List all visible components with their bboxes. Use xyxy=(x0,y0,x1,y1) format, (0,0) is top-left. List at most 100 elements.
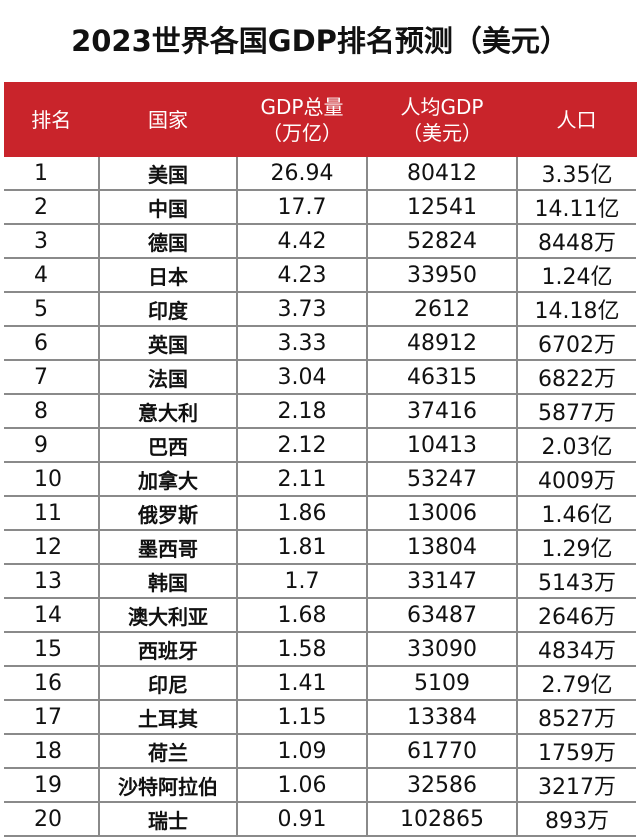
country-cell: 沙特阿拉伯 xyxy=(99,768,238,803)
gdp-cell: 1.58 xyxy=(237,632,368,667)
population-cell: 1759万 xyxy=(517,734,636,769)
population-cell: 1.29亿 xyxy=(517,530,636,565)
country-cell: 德国 xyxy=(99,224,238,259)
population-cell: 14.18亿 xyxy=(517,292,636,327)
table-row: 7 法国 3.04 46315 6822万 xyxy=(4,360,636,395)
country-cell: 印度 xyxy=(99,292,238,327)
gdp-cell: 1.41 xyxy=(237,666,368,701)
country-cell: 土耳其 xyxy=(99,700,238,735)
per-capita-cell: 52824 xyxy=(367,224,518,259)
per-capita-header-line1: 人均GDP xyxy=(400,94,484,119)
per-capita-cell: 33090 xyxy=(367,632,518,667)
per-capita-cell: 13384 xyxy=(367,700,518,735)
per-capita-cell: 46315 xyxy=(367,360,518,395)
rank-cell: 10 xyxy=(4,462,100,497)
rank-cell: 7 xyxy=(4,360,100,395)
country-cell: 俄罗斯 xyxy=(99,496,238,531)
rank-cell: 3 xyxy=(4,224,100,259)
rank-cell: 5 xyxy=(4,292,100,327)
population-cell: 5143万 xyxy=(517,564,636,599)
country-cell: 澳大利亚 xyxy=(99,598,238,633)
page-title: 2023世界各国GDP排名预测（美元） xyxy=(71,24,569,58)
table-row: 6 英国 3.33 48912 6702万 xyxy=(4,326,636,361)
column-header-per-capita: 人均GDP （美元） xyxy=(367,82,518,157)
per-capita-cell: 61770 xyxy=(367,734,518,769)
gdp-cell: 17.7 xyxy=(237,190,368,225)
rank-cell: 12 xyxy=(4,530,100,565)
population-cell: 3.35亿 xyxy=(517,157,636,191)
table-row: 15 西班牙 1.58 33090 4834万 xyxy=(4,632,636,667)
population-cell: 2646万 xyxy=(517,598,636,633)
per-capita-cell: 32586 xyxy=(367,768,518,803)
rank-cell: 9 xyxy=(4,428,100,463)
table-row: 4 日本 4.23 33950 1.24亿 xyxy=(4,258,636,293)
population-cell: 5877万 xyxy=(517,394,636,429)
column-header-country: 国家 xyxy=(99,82,238,157)
gdp-cell: 0.91 xyxy=(237,802,368,837)
gdp-cell: 1.68 xyxy=(237,598,368,633)
table-row: 20 瑞士 0.91 102865 893万 xyxy=(4,802,636,837)
population-cell: 6822万 xyxy=(517,360,636,395)
population-cell: 4834万 xyxy=(517,632,636,667)
rank-cell: 15 xyxy=(4,632,100,667)
per-capita-cell: 12541 xyxy=(367,190,518,225)
table-row: 10 加拿大 2.11 53247 4009万 xyxy=(4,462,636,497)
population-cell: 893万 xyxy=(517,802,636,837)
gdp-header-line2: （万亿） xyxy=(262,120,342,145)
gdp-cell: 1.06 xyxy=(237,768,368,803)
country-cell: 日本 xyxy=(99,258,238,293)
rank-cell: 18 xyxy=(4,734,100,769)
gdp-cell: 1.15 xyxy=(237,700,368,735)
table-row: 17 土耳其 1.15 13384 8527万 xyxy=(4,700,636,735)
gdp-cell: 3.04 xyxy=(237,360,368,395)
population-cell: 1.24亿 xyxy=(517,258,636,293)
gdp-cell: 26.94 xyxy=(237,157,368,191)
per-capita-cell: 53247 xyxy=(367,462,518,497)
gdp-cell: 2.18 xyxy=(237,394,368,429)
per-capita-cell: 80412 xyxy=(367,157,518,191)
country-cell: 印尼 xyxy=(99,666,238,701)
rank-cell: 20 xyxy=(4,802,100,837)
per-capita-cell: 102865 xyxy=(367,802,518,837)
country-cell: 加拿大 xyxy=(99,462,238,497)
column-header-gdp: GDP总量 （万亿） xyxy=(237,82,368,157)
rank-cell: 2 xyxy=(4,190,100,225)
gdp-ranking-table: 排名 国家 GDP总量 （万亿） 人均GDP （美元） 人口 1 美国 26.94 8… xyxy=(4,82,637,837)
table-row: 19 沙特阿拉伯 1.06 32586 3217万 xyxy=(4,768,636,803)
per-capita-cell: 63487 xyxy=(367,598,518,633)
column-header-rank: 排名 xyxy=(4,82,100,157)
country-cell: 美国 xyxy=(99,157,238,191)
per-capita-cell: 13006 xyxy=(367,496,518,531)
country-cell: 法国 xyxy=(99,360,238,395)
table-row: 11 俄罗斯 1.86 13006 1.46亿 xyxy=(4,496,636,531)
population-cell: 8527万 xyxy=(517,700,636,735)
rank-cell: 8 xyxy=(4,394,100,429)
country-cell: 西班牙 xyxy=(99,632,238,667)
gdp-cell: 1.86 xyxy=(237,496,368,531)
population-cell: 14.11亿 xyxy=(517,190,636,225)
per-capita-cell: 13804 xyxy=(367,530,518,565)
per-capita-cell: 10413 xyxy=(367,428,518,463)
country-cell: 意大利 xyxy=(99,394,238,429)
table-row: 9 巴西 2.12 10413 2.03亿 xyxy=(4,428,636,463)
country-cell: 英国 xyxy=(99,326,238,361)
country-cell: 韩国 xyxy=(99,564,238,599)
table-row: 1 美国 26.94 80412 3.35亿 xyxy=(4,157,636,191)
column-header-population: 人口 xyxy=(517,82,637,157)
population-cell: 3217万 xyxy=(517,768,636,803)
rank-cell: 14 xyxy=(4,598,100,633)
gdp-cell: 4.42 xyxy=(237,224,368,259)
table-row: 12 墨西哥 1.81 13804 1.29亿 xyxy=(4,530,636,565)
table-row: 16 印尼 1.41 5109 2.79亿 xyxy=(4,666,636,701)
table-header: 排名 国家 GDP总量 （万亿） 人均GDP （美元） 人口 xyxy=(4,82,637,157)
country-cell: 瑞士 xyxy=(99,802,238,837)
per-capita-header-line2: （美元） xyxy=(402,120,482,145)
population-cell: 4009万 xyxy=(517,462,636,497)
gdp-header-line1: GDP总量 xyxy=(260,94,344,119)
rank-cell: 4 xyxy=(4,258,100,293)
per-capita-cell: 2612 xyxy=(367,292,518,327)
population-cell: 8448万 xyxy=(517,224,636,259)
rank-cell: 11 xyxy=(4,496,100,531)
rank-cell: 1 xyxy=(4,157,100,191)
rank-cell: 13 xyxy=(4,564,100,599)
